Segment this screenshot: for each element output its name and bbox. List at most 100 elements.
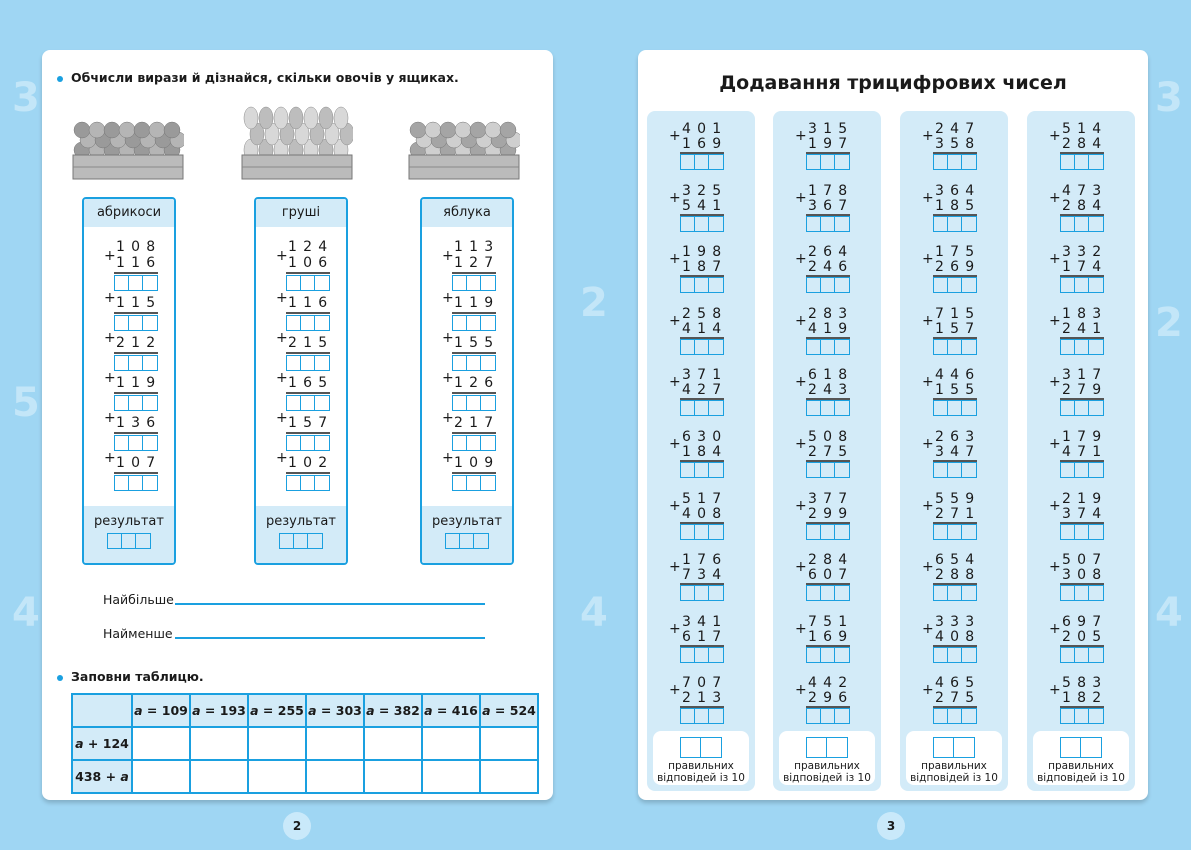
digit-box[interactable] xyxy=(962,463,976,477)
digit-box[interactable] xyxy=(1089,278,1103,292)
digit-box[interactable] xyxy=(681,339,695,354)
digit-box[interactable] xyxy=(681,216,695,231)
digit-box[interactable] xyxy=(962,340,976,354)
answer-boxes[interactable] xyxy=(933,585,977,602)
answer-boxes[interactable] xyxy=(806,462,850,478)
digit-box[interactable] xyxy=(280,534,294,548)
digit-box[interactable] xyxy=(129,356,143,370)
digit-box[interactable] xyxy=(1089,340,1103,354)
digit-box[interactable] xyxy=(709,709,723,723)
digit-box[interactable] xyxy=(695,463,709,477)
answer-boxes[interactable] xyxy=(286,315,330,331)
digit-box[interactable] xyxy=(681,463,695,477)
digit-box[interactable] xyxy=(481,396,495,410)
digit-box[interactable] xyxy=(807,278,821,293)
answer-cell[interactable] xyxy=(421,759,481,794)
digit-box[interactable] xyxy=(934,738,954,757)
digit-box[interactable] xyxy=(115,316,129,330)
digit-box[interactable] xyxy=(835,401,849,415)
digit-box[interactable] xyxy=(835,709,849,723)
answer-boxes[interactable] xyxy=(1060,523,1104,540)
digit-box[interactable] xyxy=(460,534,474,548)
answer-boxes[interactable] xyxy=(1060,215,1104,232)
digit-box[interactable] xyxy=(1075,586,1089,601)
digit-box[interactable] xyxy=(1089,709,1103,723)
digit-box[interactable] xyxy=(948,401,962,416)
digit-box[interactable] xyxy=(294,534,308,548)
digit-box[interactable] xyxy=(115,396,129,410)
answer-boxes[interactable] xyxy=(680,523,724,540)
digit-box[interactable] xyxy=(1061,586,1075,601)
digit-box[interactable] xyxy=(481,316,495,330)
digit-box[interactable] xyxy=(807,647,821,662)
answer-cell[interactable] xyxy=(189,759,249,794)
digit-box[interactable] xyxy=(709,340,723,354)
digit-box[interactable] xyxy=(143,396,157,410)
digit-box[interactable] xyxy=(287,356,301,370)
answer-boxes[interactable] xyxy=(1060,154,1104,170)
digit-box[interactable] xyxy=(467,276,481,290)
digit-box[interactable] xyxy=(1061,401,1075,416)
digit-box[interactable] xyxy=(453,356,467,370)
digit-box[interactable] xyxy=(1081,738,1101,757)
digit-box[interactable] xyxy=(467,316,481,330)
digit-box[interactable] xyxy=(681,401,695,416)
answer-boxes[interactable] xyxy=(114,275,158,291)
answer-boxes[interactable] xyxy=(806,338,850,355)
digit-box[interactable] xyxy=(287,316,301,330)
largest-answer-line[interactable] xyxy=(175,603,485,605)
answer-boxes[interactable] xyxy=(933,400,977,417)
digit-box[interactable] xyxy=(681,586,695,601)
digit-box[interactable] xyxy=(948,524,962,539)
answer-boxes[interactable] xyxy=(933,154,977,170)
digit-box[interactable] xyxy=(948,586,962,601)
digit-box[interactable] xyxy=(129,316,143,330)
digit-box[interactable] xyxy=(695,155,709,169)
digit-box[interactable] xyxy=(948,216,962,231)
answer-boxes[interactable] xyxy=(452,395,496,411)
digit-box[interactable] xyxy=(709,525,723,539)
digit-box[interactable] xyxy=(821,524,835,539)
digit-box[interactable] xyxy=(709,155,723,169)
digit-box[interactable] xyxy=(962,217,976,231)
digit-box[interactable] xyxy=(709,217,723,231)
answer-boxes[interactable] xyxy=(1060,585,1104,602)
digit-box[interactable] xyxy=(115,276,129,290)
digit-box[interactable] xyxy=(807,738,827,757)
score-boxes[interactable] xyxy=(680,737,722,758)
answer-cell[interactable] xyxy=(479,726,539,761)
digit-box[interactable] xyxy=(821,339,835,354)
digit-box[interactable] xyxy=(453,316,467,330)
digit-box[interactable] xyxy=(1061,463,1075,477)
digit-box[interactable] xyxy=(827,738,847,757)
answer-boxes[interactable] xyxy=(114,435,158,451)
answer-boxes[interactable] xyxy=(680,646,724,663)
digit-box[interactable] xyxy=(695,647,709,662)
answer-boxes[interactable] xyxy=(452,475,496,491)
answer-boxes[interactable] xyxy=(1060,277,1104,294)
answer-boxes[interactable] xyxy=(1060,646,1104,663)
answer-boxes[interactable] xyxy=(114,395,158,411)
answer-boxes[interactable] xyxy=(452,355,496,371)
smallest-answer-line[interactable] xyxy=(175,637,485,639)
answer-boxes[interactable] xyxy=(933,462,977,478)
digit-box[interactable] xyxy=(1089,586,1103,600)
digit-box[interactable] xyxy=(934,216,948,231)
digit-box[interactable] xyxy=(1061,709,1075,724)
digit-box[interactable] xyxy=(821,278,835,293)
digit-box[interactable] xyxy=(474,534,488,548)
digit-box[interactable] xyxy=(821,216,835,231)
answer-boxes[interactable] xyxy=(806,523,850,540)
answer-boxes[interactable] xyxy=(806,708,850,725)
answer-boxes[interactable] xyxy=(1060,708,1104,725)
digit-box[interactable] xyxy=(709,463,723,477)
digit-box[interactable] xyxy=(143,476,157,490)
digit-box[interactable] xyxy=(122,534,136,548)
answer-boxes[interactable] xyxy=(680,585,724,602)
digit-box[interactable] xyxy=(807,586,821,601)
digit-box[interactable] xyxy=(1089,525,1103,539)
score-boxes[interactable] xyxy=(933,737,975,758)
digit-box[interactable] xyxy=(1075,401,1089,416)
digit-box[interactable] xyxy=(821,709,835,724)
digit-box[interactable] xyxy=(695,524,709,539)
